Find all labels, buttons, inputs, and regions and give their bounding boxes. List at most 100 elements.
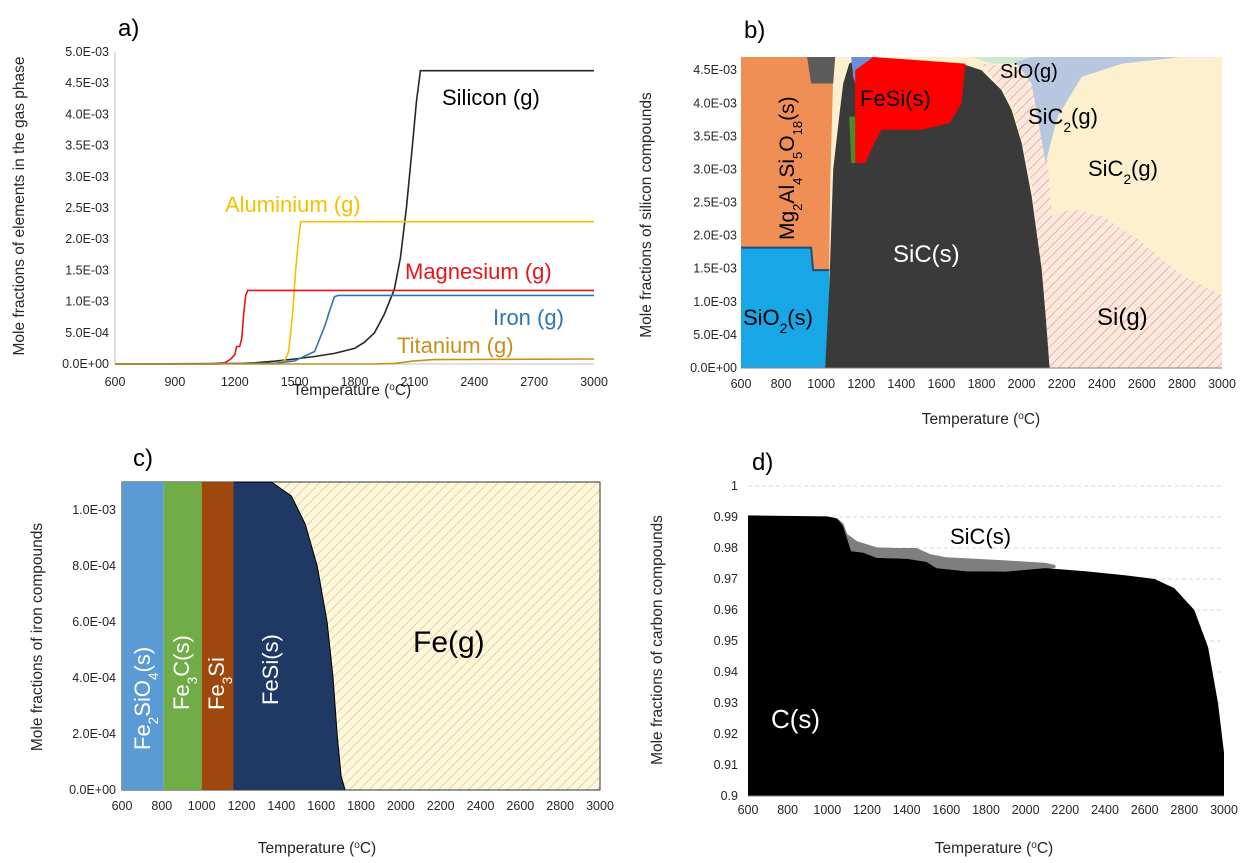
y-tick-label: 0.9 [721, 789, 738, 803]
x-tick-label: 2000 [387, 799, 415, 813]
x-tick-label: 2400 [460, 375, 488, 389]
panel-letter: b) [744, 17, 765, 44]
x-tick-label: 2800 [546, 799, 574, 813]
area-fesi [855, 57, 966, 163]
series-label: Iron (g) [493, 305, 564, 330]
x-tick-label: 1200 [853, 803, 881, 817]
x-tick-label: 1800 [972, 803, 1000, 817]
y-tick-label: 1.5E-03 [65, 263, 109, 277]
y-tick-label: 0.97 [714, 572, 738, 586]
y-tick-label: 0.93 [714, 696, 738, 710]
x-tick-label: 1200 [228, 799, 256, 813]
x-tick-label: 2200 [1048, 377, 1076, 391]
panel-letter: d) [752, 449, 773, 476]
area-sic-s [833, 515, 1056, 572]
x-tick-label: 2700 [520, 375, 548, 389]
region-label: Fe(g) [413, 626, 485, 659]
x-tick-label: 1000 [813, 803, 841, 817]
region-label: SiO2(s) [743, 305, 813, 336]
x-tick-label: 1800 [347, 799, 375, 813]
y-tick-label: 3.0E-03 [693, 162, 737, 176]
series-label: Magnesium (g) [405, 259, 552, 284]
area-fe3si [201, 482, 234, 790]
panel-b-chart: 600 800 1000 1200 1400 1600 1800 2000 2200 2400 26… [638, 17, 1236, 428]
y-axis-label: Mole fractions of elements in the gas ph… [11, 57, 28, 356]
x-tick-label: 1800 [341, 375, 369, 389]
region-label: SiC2(g) [1088, 156, 1158, 187]
y-tick-label: 0.91 [714, 758, 738, 772]
y-tick-label: 1 [731, 479, 738, 493]
x-tick-label: 1200 [847, 377, 875, 391]
area-fesi [233, 482, 346, 790]
y-axis-label: Mole fractions of iron compounds [29, 523, 46, 752]
y-tick-label: 8.0E-04 [72, 559, 116, 573]
area-sio2 [741, 247, 830, 368]
series-line [115, 358, 595, 365]
y-tick-label: 1.5E-03 [693, 262, 737, 276]
region-label: SiC(s) [893, 241, 960, 268]
y-tick-label: 2.0E-03 [65, 232, 109, 246]
x-tick-label: 1000 [188, 799, 216, 813]
y-tick-label: 5.0E-04 [65, 326, 109, 340]
x-tick-label: 900 [164, 375, 185, 389]
region-label: SiC(s) [950, 524, 1011, 549]
x-tick-label: 1600 [307, 799, 335, 813]
region-label: FeSi(s) [258, 634, 283, 705]
x-tick-label: 2200 [427, 799, 455, 813]
y-tick-label: 4.0E-03 [65, 107, 109, 121]
x-tick-label: 1800 [968, 377, 996, 391]
region-label: FeSi(s) [860, 86, 931, 111]
area-c-s [748, 515, 1224, 796]
region-label: SiO(g) [1000, 61, 1058, 83]
y-tick-label: 2.5E-03 [693, 196, 737, 210]
x-tick-label: 600 [738, 803, 759, 817]
region-label: Mg2Al4Si5O18(s) [776, 96, 805, 240]
x-tick-label: 1200 [221, 375, 249, 389]
y-tick-label: 0.98 [714, 541, 738, 555]
area-sic2-upper [1011, 57, 1182, 163]
area-fe3c [163, 482, 202, 790]
region-label: Fe2SiO4(s) [130, 647, 161, 750]
y-tick-label: 0.0E+00 [62, 357, 109, 371]
x-tick-label: 2400 [1091, 803, 1119, 817]
x-tick-label: 3000 [1210, 803, 1238, 817]
x-axis-label: Temperature (oC) [293, 382, 411, 400]
y-tick-label: 3.5E-03 [693, 129, 737, 143]
panel-letter: c) [133, 445, 153, 472]
y-tick-label: 4.5E-03 [693, 63, 737, 77]
panel-a-chart: 0.0E+00 5.0E-04 1.0E-03 1.5E-03 2.0E-03 2.5E-… [11, 15, 608, 399]
x-tick-label: 1500 [281, 375, 309, 389]
area-dark-strip [807, 57, 836, 84]
series-label: Aluminium (g) [225, 192, 361, 217]
x-tick-label: 1600 [932, 803, 960, 817]
x-tick-label: 2000 [1012, 803, 1040, 817]
x-tick-label: 2200 [1051, 803, 1079, 817]
x-tick-label: 1400 [887, 377, 915, 391]
y-tick-label: 0.92 [714, 727, 738, 741]
y-axis-label: Mole fractions of carbon compounds [649, 515, 666, 765]
panel-letter: a) [118, 15, 139, 42]
x-tick-label: 800 [771, 377, 792, 391]
y-tick-label: 2.0E-03 [693, 229, 737, 243]
y-tick-label: 2.0E-04 [72, 727, 116, 741]
series-line [114, 294, 594, 365]
x-tick-label: 1600 [928, 377, 956, 391]
x-axis-label: Temperature (oC) [935, 840, 1053, 858]
area-mgalsi [741, 57, 834, 271]
x-axis-label: Temperature (oC) [258, 840, 376, 858]
x-tick-label: 2400 [467, 799, 495, 813]
y-tick-label: 0.94 [714, 665, 738, 679]
region-label: SiC2(g) [1028, 104, 1098, 135]
y-tick-label: 2.5E-03 [65, 201, 109, 215]
x-tick-label: 3000 [586, 799, 614, 813]
y-tick-label: 6.0E-04 [72, 615, 116, 629]
y-tick-label: 0.99 [714, 510, 738, 524]
y-tick-label: 1.0E-03 [72, 503, 116, 517]
series-label: Titanium (g) [397, 333, 514, 358]
x-tick-label: 2800 [1170, 803, 1198, 817]
region-label: Fe3Si [204, 657, 235, 710]
y-tick-label: 0.0E+00 [690, 361, 737, 375]
x-tick-label: 2800 [1168, 377, 1196, 391]
area-sio-g [971, 57, 1032, 64]
x-tick-label: 1400 [267, 799, 295, 813]
